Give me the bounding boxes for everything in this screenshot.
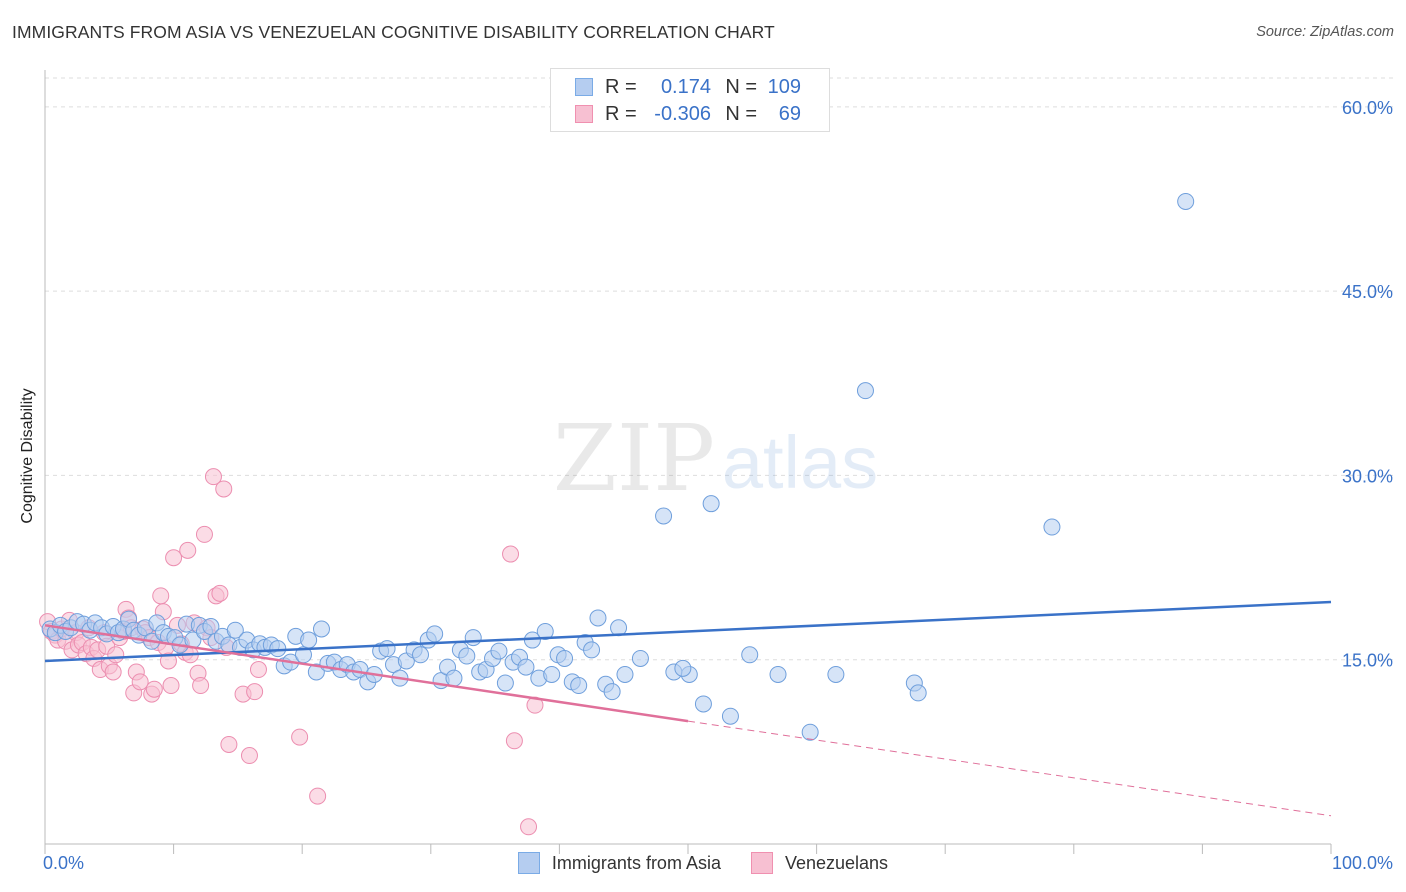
y-tick-label: 45.0% (1342, 282, 1393, 302)
venezuelans-point (505, 732, 523, 750)
venezuelans-point (240, 747, 258, 765)
watermark: ZIP atlas (553, 405, 878, 512)
asia-point (1177, 192, 1195, 210)
series-legend: Immigrants from Asia Venezuelans (0, 852, 1406, 874)
venezuelans-point (162, 677, 180, 695)
asia-point (655, 507, 673, 525)
venezuelans-point (165, 549, 183, 567)
venezuelans-point (211, 584, 229, 602)
venezuelans-point (179, 541, 197, 559)
asia-point (616, 665, 634, 683)
legend-n-label: N = (725, 75, 757, 98)
legend-label-venezuelans: Venezuelans (784, 852, 889, 873)
series-immigrants-from-asia (41, 192, 1195, 741)
asia-point (856, 382, 874, 400)
venezuelans-point (131, 673, 149, 691)
venezuelans-point (195, 525, 213, 543)
asia-point (909, 684, 927, 702)
trend-line-asia (44, 600, 1332, 663)
correlation-legend: R = 0.174 N = 109 R = -0.306 N = 69 (550, 68, 830, 132)
venezuelans-point (104, 663, 122, 681)
asia-point (603, 683, 621, 701)
legend-n-value: 109 (767, 75, 801, 98)
legend-swatch-pink (575, 105, 593, 123)
legend-r-value: 0.174 (660, 75, 711, 98)
asia-point (721, 707, 739, 725)
venezuelans-point (520, 818, 538, 836)
venezuelans-point (249, 661, 267, 679)
asia-point (694, 695, 712, 713)
asia-point (412, 646, 430, 664)
asia-point (458, 647, 476, 665)
asia-point (570, 677, 588, 695)
asia-point (464, 629, 482, 647)
asia-point (226, 621, 244, 639)
watermark-zip: ZIP (553, 405, 715, 512)
legend-r-label: R = (605, 102, 637, 125)
venezuelans-point (107, 646, 125, 664)
legend-swatch-pink (750, 852, 773, 874)
asia-point (490, 642, 508, 660)
y-tick-label: 30.0% (1342, 466, 1393, 486)
trend-line-venezuelans (44, 624, 689, 723)
asia-point (543, 665, 561, 683)
asia-point (426, 625, 444, 643)
venezuelans-point (220, 735, 238, 753)
asia-point (269, 640, 287, 658)
asia-point (801, 723, 819, 741)
gridlines (45, 77, 1393, 661)
venezuelans-point (152, 587, 170, 605)
legend-item-venezuelans[interactable]: Venezuelans (750, 852, 889, 874)
legend-swatch-blue (575, 78, 593, 96)
legend-swatch-blue (517, 852, 540, 874)
legend-item-asia[interactable]: Immigrants from Asia (517, 852, 721, 874)
asia-point (827, 665, 845, 683)
y-tick-label: 15.0% (1342, 651, 1393, 671)
asia-point (496, 674, 514, 692)
asia-point (378, 640, 396, 658)
venezuelans-point (246, 683, 264, 701)
venezuelans-point (502, 545, 520, 563)
asia-point (307, 663, 325, 681)
asia-point (589, 609, 607, 627)
asia-point (1043, 518, 1061, 536)
axes (44, 70, 1332, 854)
asia-point (674, 659, 692, 677)
source-label: Source: ZipAtlas.com (1256, 24, 1394, 40)
venezuelans-point (145, 680, 163, 698)
legend-r-label: R = (605, 75, 637, 98)
asia-point (631, 649, 649, 667)
y-tick-label: 60.0% (1342, 98, 1393, 118)
trend-lines (44, 600, 1332, 817)
asia-point (300, 631, 318, 649)
legend-row-venezuelans: R = -0.306 N = 69 (575, 102, 801, 126)
legend-r-value: -0.306 (654, 102, 711, 125)
venezuelans-point (204, 468, 222, 486)
legend-n-label: N = (725, 102, 757, 125)
legend-label-asia: Immigrants from Asia (551, 852, 721, 873)
asia-point (517, 658, 535, 676)
legend-row-asia: R = 0.174 N = 109 (575, 75, 801, 99)
venezuelans-point (309, 787, 327, 805)
watermark-atlas: atlas (722, 421, 878, 504)
tick-labels: 15.0% 30.0% 45.0% 60.0% 0.0% 100.0% (43, 98, 1393, 873)
x-tick-label: 0.0% (43, 853, 84, 873)
asia-point (536, 622, 554, 640)
asia-point (702, 495, 720, 513)
chart-title: IMMIGRANTS FROM ASIA VS VENEZUELAN COGNI… (12, 22, 775, 42)
venezuelans-point (159, 652, 177, 670)
legend-n-value: 69 (778, 102, 801, 125)
x-tick-label: 100.0% (1332, 853, 1393, 873)
venezuelans-point (192, 677, 210, 695)
venezuelans-point (291, 728, 309, 746)
asia-point (556, 649, 574, 667)
venezuelans-point (215, 480, 233, 498)
asia-point (741, 646, 759, 664)
asia-point (769, 665, 787, 683)
asia-point (312, 620, 330, 638)
asia-point (583, 641, 601, 659)
trend-line-venezuelans-extension (687, 720, 1332, 817)
asia-point (445, 669, 463, 687)
